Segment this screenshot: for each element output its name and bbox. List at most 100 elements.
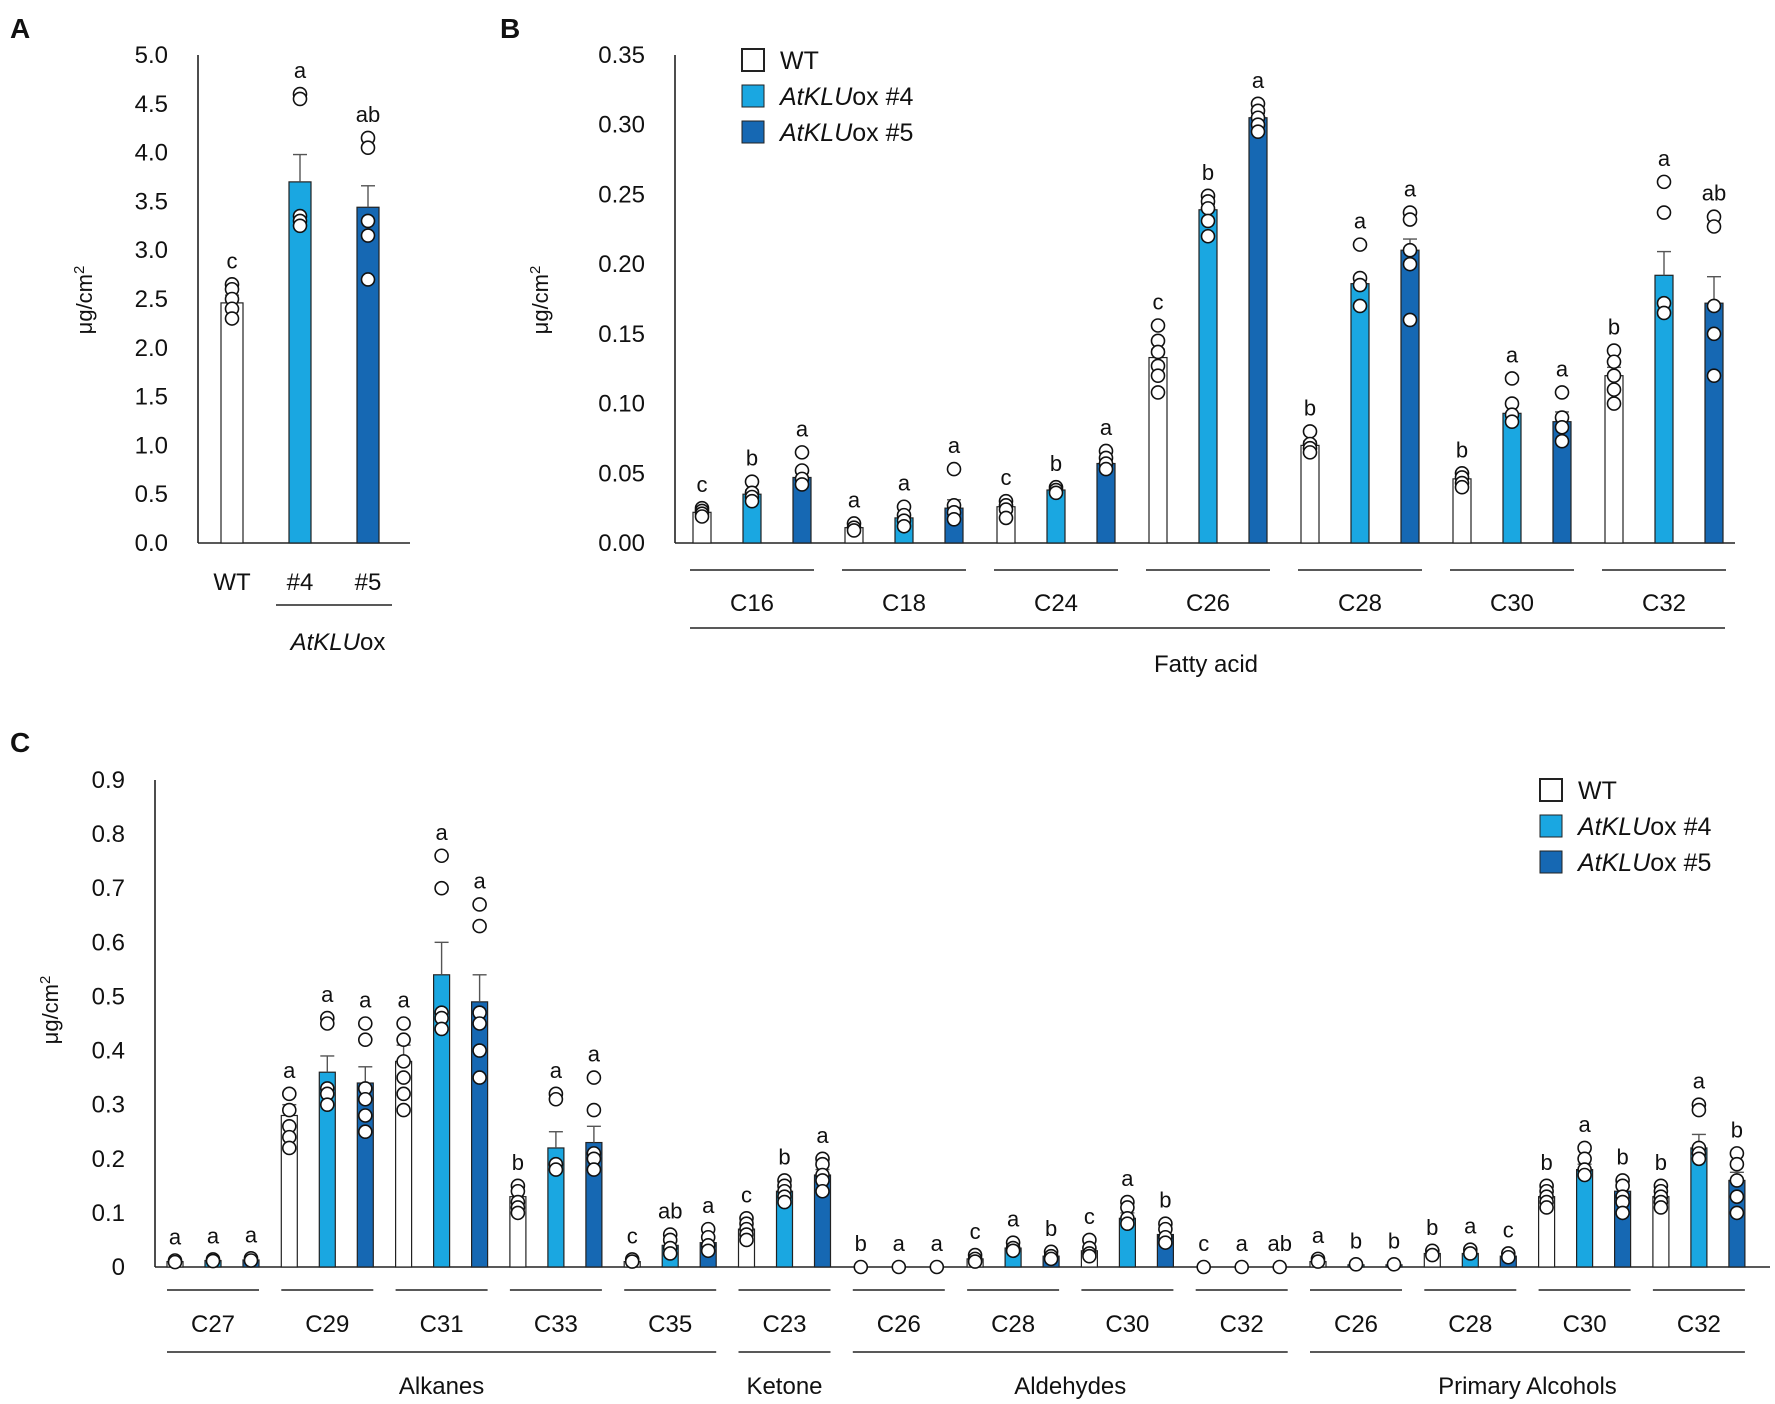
panel-c-significance-label: b [1655, 1150, 1667, 1175]
panel-b-bar-wt [1300, 444, 1320, 544]
panel-c-category-label: C30 [1563, 1311, 1607, 1338]
panel-b-significance-label: c [1153, 289, 1164, 314]
panel-b-data-point [1656, 305, 1672, 321]
panel-b-significance-label: b [1456, 437, 1468, 462]
panel-c-significance-label: a [588, 1042, 601, 1067]
panel-a-ytick-label: 5.0 [135, 42, 168, 69]
legend-c-swatch-ox4 [1539, 814, 1563, 838]
panel-b-data-point [1554, 433, 1570, 449]
panel-c-data-point [396, 1102, 411, 1118]
panel-b-data-point [1656, 205, 1672, 220]
panel-c-significance-label: a [321, 982, 334, 1007]
panel-c-significance-label: c [627, 1223, 638, 1248]
panel-b-data-point [1302, 424, 1318, 439]
panel-c-category-label: C31 [420, 1311, 464, 1338]
panel-c-data-point [1615, 1205, 1630, 1221]
panel-b-data-point [1200, 228, 1216, 244]
panel-b-data-point [1504, 371, 1520, 386]
legend-b-label-ox4: AtKLUox #4 [778, 83, 914, 111]
panel-a-data-point [360, 140, 376, 156]
panel-c-data-point [472, 1070, 487, 1085]
panel-b-significance-label: ab [1702, 181, 1726, 206]
panel-c-data-point [396, 1086, 411, 1102]
panel-c-data-point [357, 1091, 373, 1107]
panel-c-data-point [1501, 1249, 1516, 1265]
panel-c-data-point [1196, 1259, 1211, 1275]
panel-c-significance-label: ab [658, 1199, 682, 1224]
panel-a-ytick-label: 0.0 [135, 530, 168, 557]
panel-b-data-point [1352, 298, 1368, 314]
panel-c-significance-label: b [1540, 1150, 1552, 1175]
panel-c-significance-label: a [169, 1225, 182, 1250]
panel-b-data-point [1606, 382, 1622, 397]
panel-c-bar-ox5 [471, 1001, 489, 1268]
panel-letter-c: C [10, 727, 30, 758]
panel-c-data-point [777, 1194, 792, 1210]
panel-c-significance-label: a [550, 1058, 563, 1083]
panel-b-significance-label: a [796, 416, 809, 441]
legend-c-swatch-wt [1539, 778, 1563, 802]
panel-c-ytick-label: 0 [112, 1254, 125, 1281]
panel-c-significance-label: ab [1267, 1231, 1291, 1256]
panel-c-data-point [586, 1102, 602, 1118]
panel-a-category-label: #4 [287, 569, 314, 596]
panel-c-data-point [1463, 1246, 1478, 1261]
panel-c-data-point [396, 1070, 411, 1085]
panel-a-data-point [360, 228, 376, 243]
panel-b-bar-ox5 [1400, 249, 1420, 544]
panel-c-category-label: C33 [534, 1311, 578, 1338]
panel-c-data-point [586, 1162, 602, 1177]
panel-c-data-point [586, 1070, 602, 1085]
legend-b-swatch-ox5 [741, 120, 765, 144]
panel-c-data-point [1691, 1102, 1707, 1118]
panel-b-ytick-label: 0.00 [598, 530, 645, 557]
panel-c-significance-label: a [207, 1223, 220, 1248]
panel-b-significance-label: b [1608, 315, 1620, 340]
panel-c-data-point [1234, 1259, 1249, 1275]
panel-c-data-point [1729, 1205, 1745, 1221]
panel-c-bar-ox4 [1575, 1168, 1594, 1268]
panel-c-supergroup-label: Aldehydes [1014, 1373, 1126, 1400]
panel-b-data-point [998, 510, 1014, 526]
legend-c-swatch-ox5 [1539, 850, 1563, 874]
panel-c-significance-label: c [1503, 1217, 1514, 1242]
panel-c-category-label: C26 [877, 1311, 921, 1338]
panel-a-ytick-label: 4.5 [135, 91, 168, 118]
panel-c-data-point [167, 1254, 183, 1270]
panel-b-data-point [1606, 396, 1622, 411]
panel-c-data-point [434, 1021, 449, 1037]
panel-b-chart: μg/cm2 0.35 0.30 0.25 0.20 0.15 0.10 0.05 0.00 c… [527, 42, 1735, 678]
panel-c-data-point [739, 1232, 754, 1248]
panel-b-category-label: C28 [1338, 590, 1382, 617]
panel-b-ytick-label: 0.30 [598, 112, 645, 139]
panel-b-data-point [1606, 368, 1622, 383]
panel-b-significance-label: a [1404, 177, 1417, 202]
panel-b-data-point [1706, 326, 1722, 342]
panel-c-ylabel: μg/cm2 [37, 976, 63, 1045]
panel-c-data-point [853, 1259, 869, 1275]
panel-b-ytick-label: 0.10 [598, 391, 645, 418]
panel-c-ytick-label: 0.1 [92, 1200, 125, 1227]
panel-c-significance-label: a [893, 1231, 906, 1256]
panel-a-group-label: AtKLUox [289, 629, 386, 656]
panel-c-data-point [396, 1016, 411, 1031]
panel-c-category-label: C32 [1220, 1311, 1264, 1338]
panel-c-significance-label: b [1388, 1228, 1400, 1253]
panel-c-category-label: C27 [191, 1311, 235, 1338]
panel-b-data-point [1402, 242, 1418, 258]
legend-b-label-wt: WT [780, 47, 819, 75]
panel-c-data-point [1425, 1247, 1440, 1263]
legend-b-swatch-ox4 [741, 84, 765, 108]
panel-c-significance-label: c [1198, 1231, 1209, 1256]
panel-a-significance-label: c [227, 248, 238, 273]
panel-b-data-point [1250, 124, 1266, 139]
panel-b-data-point [1402, 212, 1418, 227]
panel-b-ytick-label: 0.35 [598, 42, 645, 69]
panel-b-data-point [1656, 174, 1672, 190]
panel-c-category-label: C29 [305, 1311, 349, 1338]
panel-a-ylabel: μg/cm2 [71, 266, 97, 335]
panel-c-data-point [1005, 1243, 1021, 1259]
panel-c-data-point [357, 1124, 373, 1140]
panel-b-significance-label: b [1304, 395, 1316, 420]
